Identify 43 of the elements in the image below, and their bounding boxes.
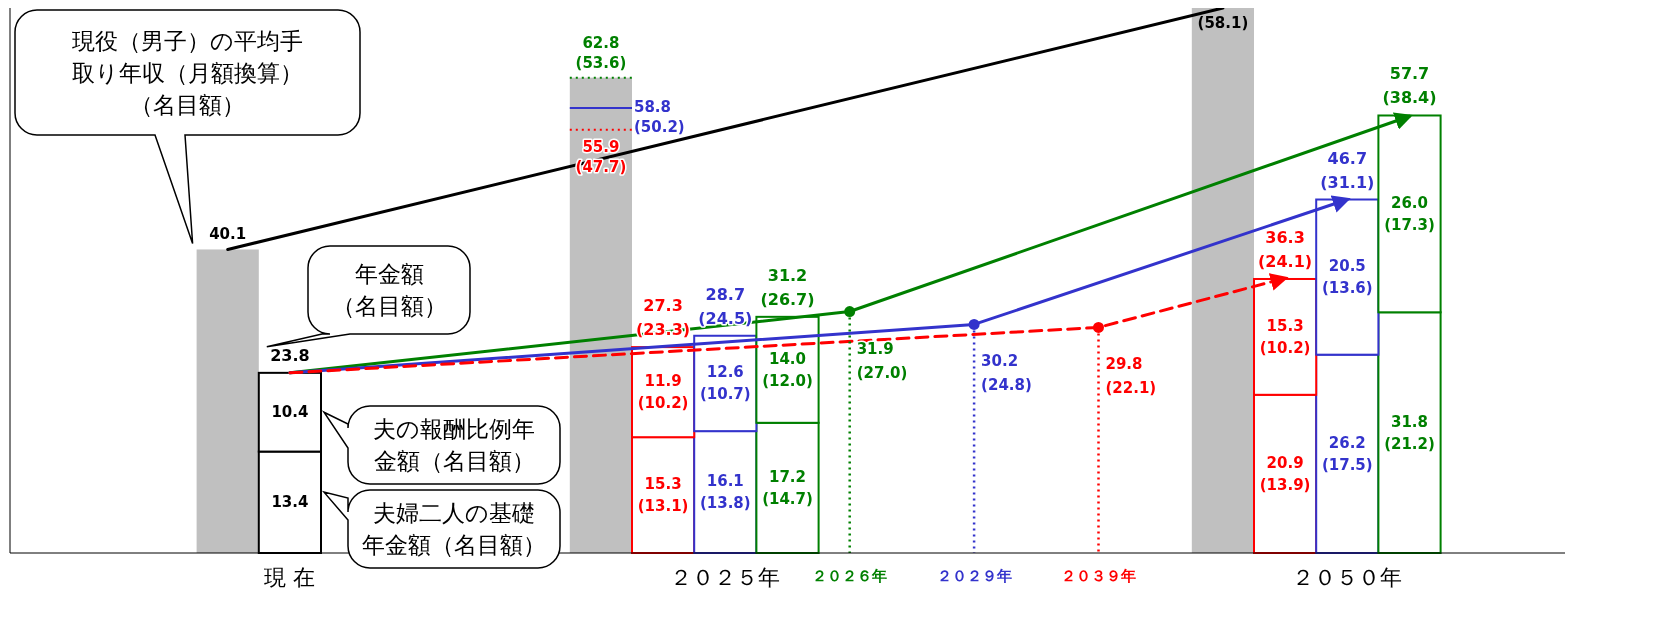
total-label: 31.2 (26.7): [760, 265, 815, 309]
speech-bubble: 夫婦二人の基礎年金額（名目額）: [323, 489, 561, 569]
annotation: (58.1): [1197, 14, 1249, 32]
speech-bubble: 夫の報酬比例年金額（名目額）: [323, 405, 561, 485]
data-label: 14.0 (12.0): [762, 349, 813, 390]
x-tick-label: ２０２９年: [936, 567, 1012, 585]
data-label: 12.6 (10.7): [699, 363, 751, 404]
x-tick-label: ２０３９年: [1061, 567, 1136, 585]
data-label: 26.2 (17.5): [1321, 433, 1373, 474]
annotation: 現役（男子）の平均手取り年収（月額換算）（名目額）: [72, 27, 303, 118]
total-label: 28.7 (24.5): [698, 284, 753, 328]
data-label: 40.1: [209, 225, 247, 244]
data-label: 15.3 (13.1): [637, 475, 689, 516]
ref-line-label: 58.8 (50.2): [634, 97, 685, 136]
x-tick-label: 現 在: [264, 565, 316, 590]
ref-line-label: 55.9 (47.7): [575, 137, 627, 176]
data-label: 26.0 (17.3): [1384, 193, 1435, 234]
speech-bubble: 年金額（名目額）: [266, 245, 471, 348]
total-label: 46.7 (31.1): [1320, 148, 1375, 192]
annotation: 年金額（名目額）: [362, 532, 546, 558]
annotation: 夫の報酬比例年金額（名目額）: [373, 416, 535, 474]
data-label: 13.4: [271, 493, 309, 512]
data-label: 10.4: [271, 403, 309, 422]
total-label: 57.7 (38.4): [1382, 64, 1437, 108]
data-label: 20.5 (13.6): [1321, 257, 1373, 298]
x-tick-label: ２０２５年: [670, 565, 781, 590]
data-label: 29.8 (22.1): [1105, 355, 1157, 398]
data-label: 16.1 (13.8): [699, 472, 751, 513]
data-label: 11.9 (10.2): [637, 372, 689, 413]
total-label: 23.8: [270, 345, 310, 365]
data-label: 31.9 (27.0): [856, 339, 908, 382]
x-tick-label: ２０５０年: [1292, 565, 1403, 590]
bar: [569, 77, 632, 553]
data-label: 30.2 (24.8): [981, 352, 1032, 395]
bar: [1191, 8, 1254, 553]
total-label: 36.3 (24.1): [1258, 227, 1313, 271]
data-label: 31.8 (21.2): [1384, 412, 1435, 453]
x-tick-label: ２０２６年: [812, 567, 888, 585]
data-label: 20.9 (13.9): [1259, 453, 1311, 494]
data-label: 17.2 (14.7): [762, 467, 813, 508]
ref-line-label: 62.8 (53.6): [575, 33, 627, 72]
data-label: 15.3 (10.2): [1259, 316, 1311, 357]
bar: [196, 249, 259, 553]
